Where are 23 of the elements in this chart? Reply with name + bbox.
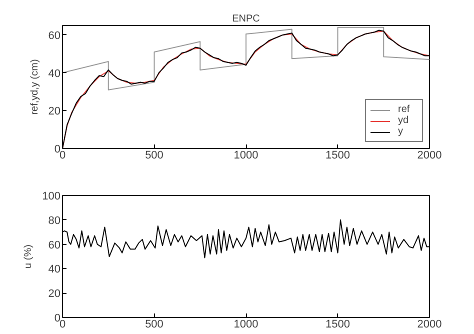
y-tick-label: 80	[48, 214, 61, 227]
y-axis-title: u (%)	[23, 244, 34, 268]
y-tick-label: 60	[48, 239, 61, 252]
x-tick-label: 1500	[326, 318, 350, 330]
x-tick-label: 1000	[234, 150, 258, 162]
y-tick-label: 60	[48, 30, 61, 42]
y-tick-label: 20	[48, 106, 61, 118]
legend-label: ref	[398, 104, 411, 115]
chart-title: ENPC	[232, 14, 260, 24]
line-series	[62, 26, 430, 90]
y-tick-label: 100	[42, 190, 61, 202]
y-axis-title: ref,yd,y (cm)	[29, 59, 40, 115]
y-tick-label: 20	[48, 288, 61, 300]
legend-label: y	[398, 126, 404, 137]
x-tick-label: 500	[145, 318, 164, 330]
x-tick-label: 500	[145, 150, 164, 162]
y-tick-label: 40	[48, 264, 61, 276]
x-tick-label: 2000	[417, 318, 442, 330]
x-tick-label: 2000	[417, 150, 442, 162]
x-tick-label: 1000	[234, 318, 258, 330]
y-tick-label: 40	[48, 68, 61, 80]
x-tick-label: 1500	[326, 150, 350, 162]
legend-label: yd	[398, 115, 410, 126]
